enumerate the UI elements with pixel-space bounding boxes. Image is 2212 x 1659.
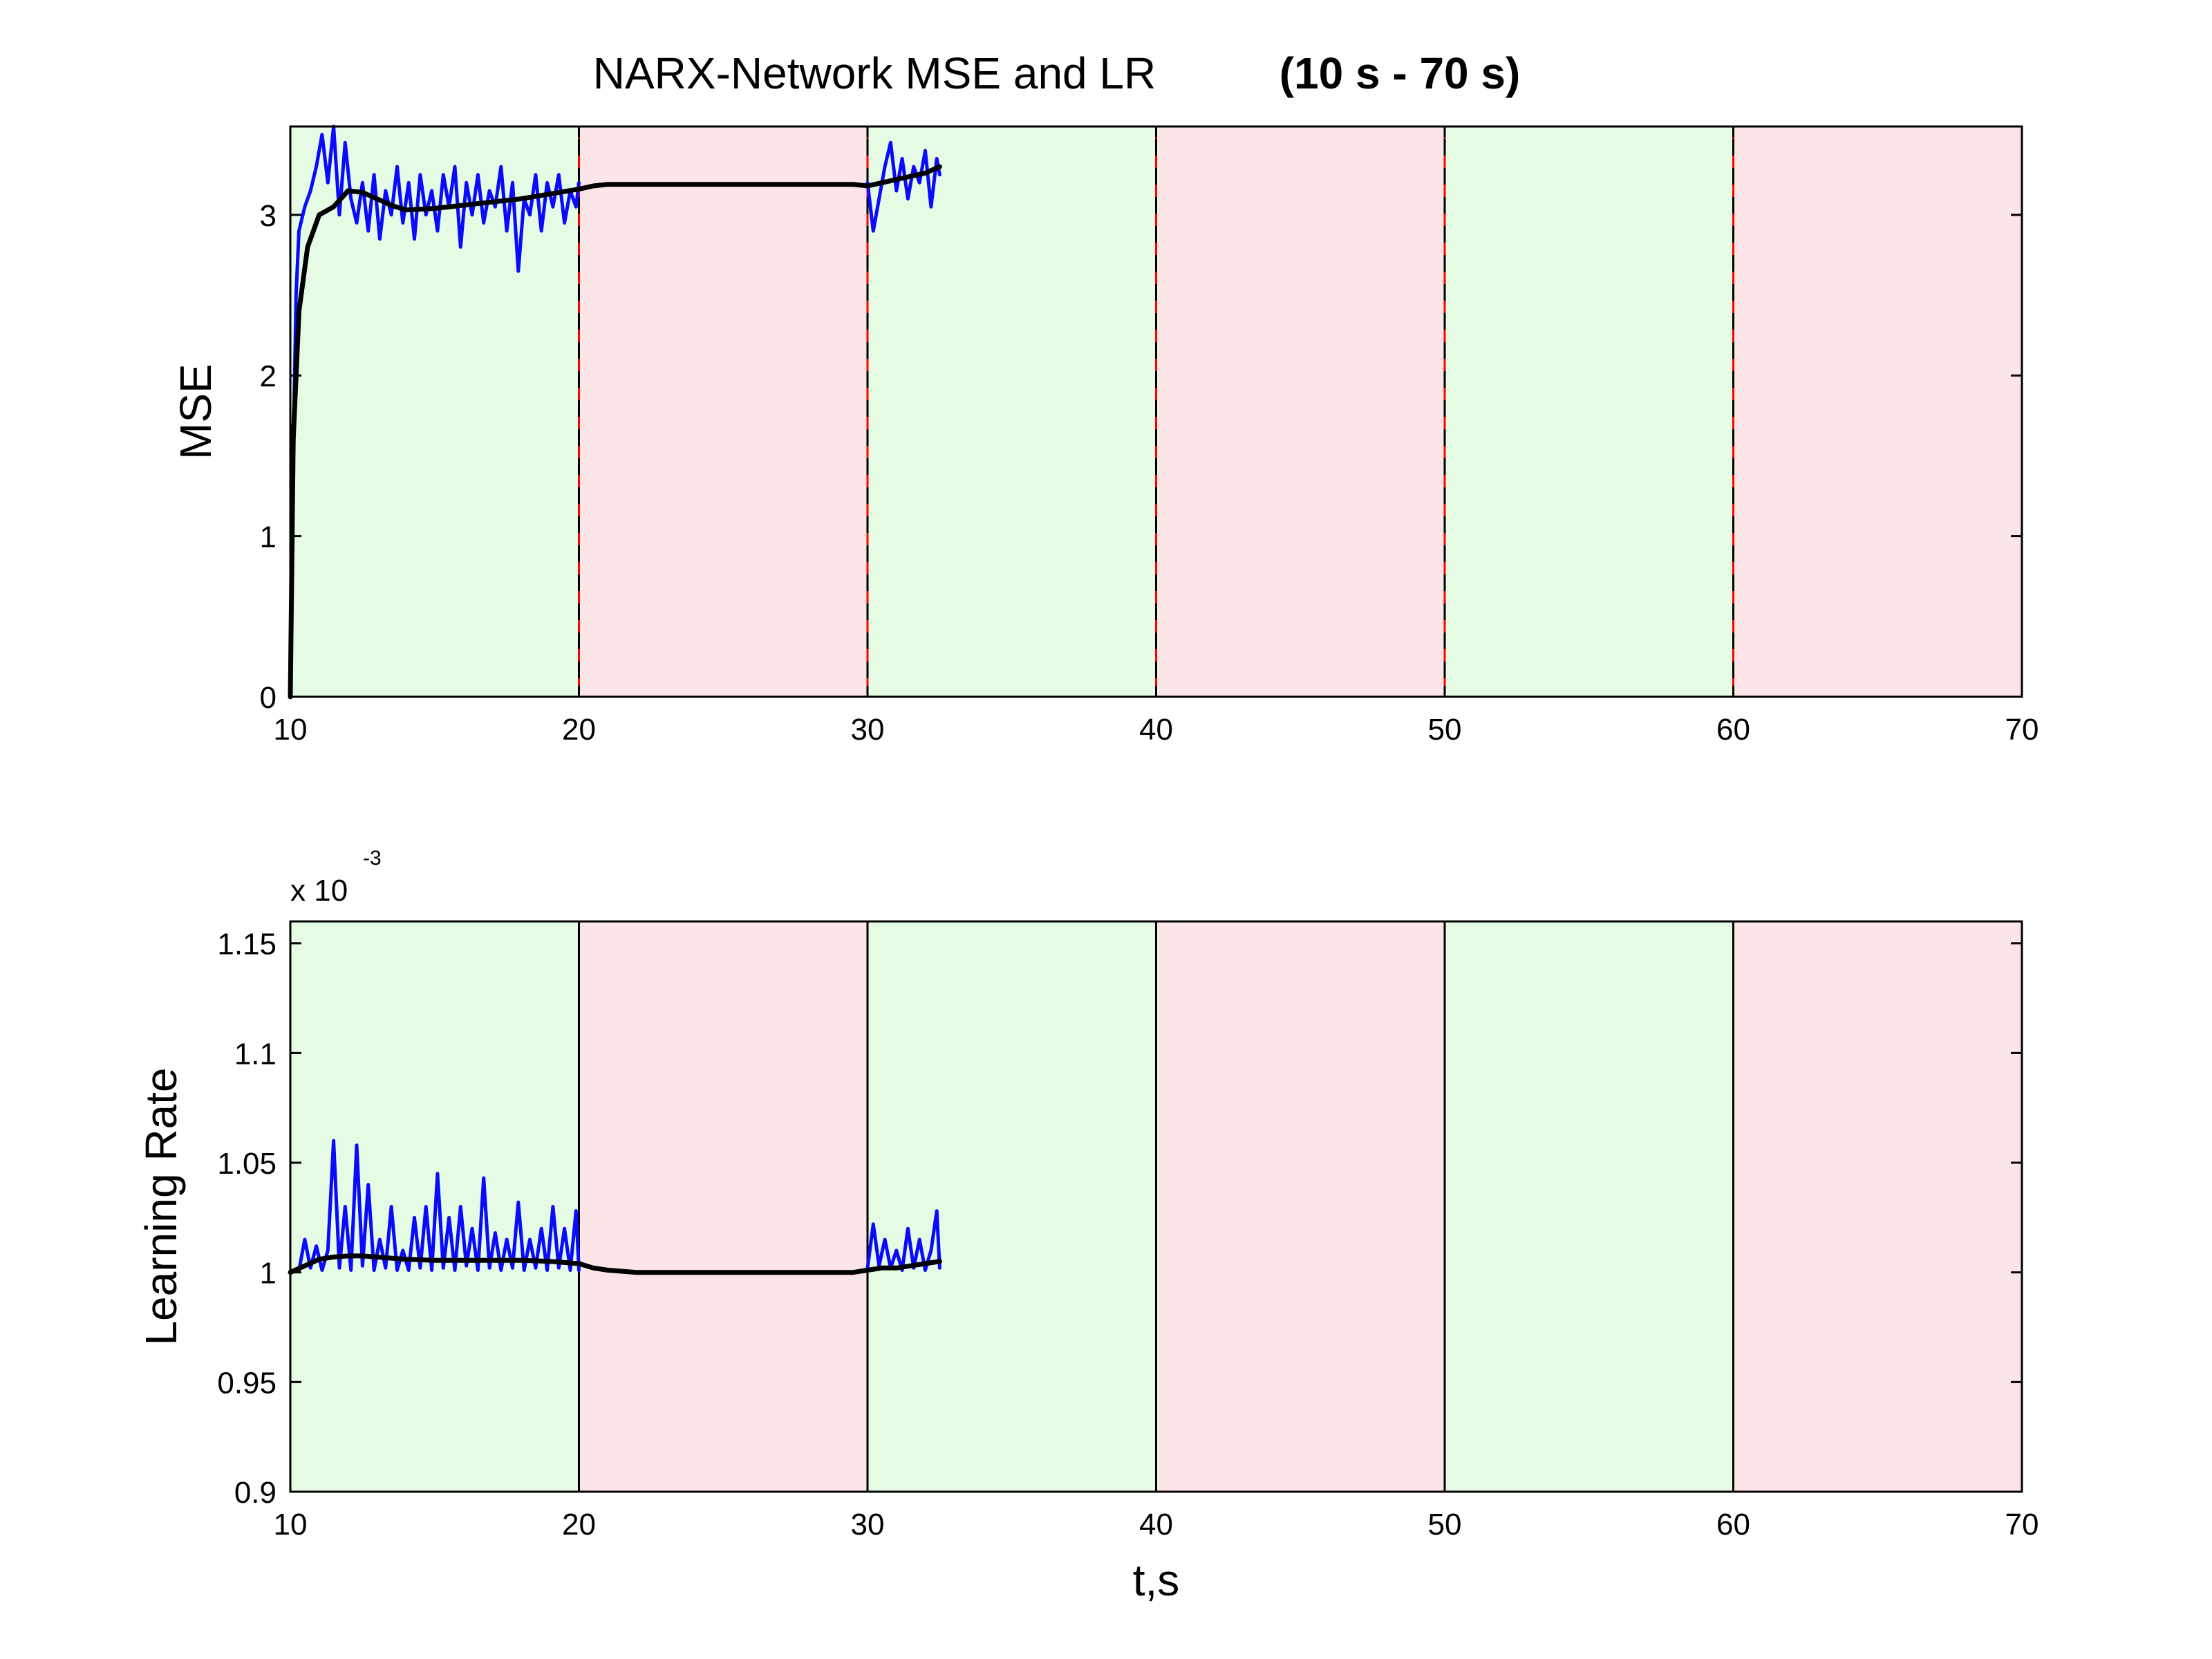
mse-dividers	[578, 126, 1734, 697]
mse-axes: 10 20 30 40 50 60 70 0 1 2 3 MSE	[171, 124, 2039, 747]
phase-band-red	[579, 921, 868, 1492]
mse-bands	[290, 126, 2022, 697]
learning-rate-axes: 10 20 30 40 50 60 70 0.9 0.95 1 1.05 1.1 1.15 Learni…	[136, 847, 2038, 1605]
x-tick-label: 60	[1716, 713, 1750, 747]
smoothed-series-line	[288, 164, 942, 700]
y-tick-label: 0.9	[234, 1476, 276, 1510]
lr-multiplier: x 10	[290, 874, 348, 908]
x-tick-label: 20	[562, 713, 596, 747]
phase-band-green	[868, 921, 1156, 1492]
phase-band-red	[579, 126, 868, 697]
y-tick-label: 1	[260, 1257, 276, 1291]
y-tick-label: 1.1	[234, 1037, 276, 1071]
smoothed-series-line	[288, 1253, 942, 1275]
x-tick-label: 40	[1139, 1508, 1173, 1541]
figure-title: NARX-Network MSE and LR	[593, 48, 1156, 98]
y-tick-label: 0.95	[217, 1366, 276, 1400]
x-tick-label: 30	[851, 713, 885, 747]
lr-multiplier-exponent: -3	[363, 847, 382, 870]
phase-band-red	[1156, 126, 1445, 697]
x-tick-label: 40	[1139, 713, 1173, 747]
phase-band-green	[1445, 921, 1734, 1492]
y-tick-label: 1	[260, 521, 276, 554]
phase-band-red	[1733, 921, 2022, 1492]
mse-ylabel: MSE	[171, 364, 221, 460]
lr-bands	[290, 921, 2022, 1492]
phase-band-red	[1156, 921, 1445, 1492]
phase-band-red	[1733, 126, 2022, 697]
x-tick-label: 70	[2005, 713, 2039, 747]
lr-dividers	[578, 921, 1734, 1492]
x-tick-label: 30	[851, 1508, 885, 1541]
x-tick-label: 10	[274, 713, 308, 747]
lr-ticks: 10 20 30 40 50 60 70 0.9 0.95 1 1.05 1.1 1.15	[217, 921, 2038, 1541]
y-tick-label: 1.05	[217, 1147, 276, 1181]
x-tick-label: 60	[1716, 1508, 1750, 1541]
mse-series	[288, 124, 942, 700]
x-tick-label: 70	[2005, 1508, 2039, 1541]
x-tick-label: 20	[562, 1508, 596, 1541]
mse-ticks: 10 20 30 40 50 60 70 0 1 2 3	[260, 126, 2039, 747]
figure-title-range: (10 s - 70 s)	[1280, 48, 1521, 98]
y-tick-label: 3	[260, 199, 276, 233]
x-tick-label: 50	[1428, 713, 1462, 747]
x-tick-label: 50	[1428, 1508, 1462, 1541]
lr-series	[288, 1138, 942, 1275]
x-tick-label: 10	[274, 1508, 308, 1541]
phase-band-green	[1445, 126, 1734, 697]
lr-ylabel: Learning Rate	[136, 1067, 186, 1345]
y-tick-label: 1.15	[217, 928, 276, 962]
y-tick-label: 0	[260, 681, 276, 715]
phase-band-green	[868, 126, 1156, 697]
y-tick-label: 2	[260, 359, 276, 393]
lr-multiplier-base: x 10	[290, 874, 348, 908]
lr-xlabel: t,s	[1133, 1555, 1180, 1605]
